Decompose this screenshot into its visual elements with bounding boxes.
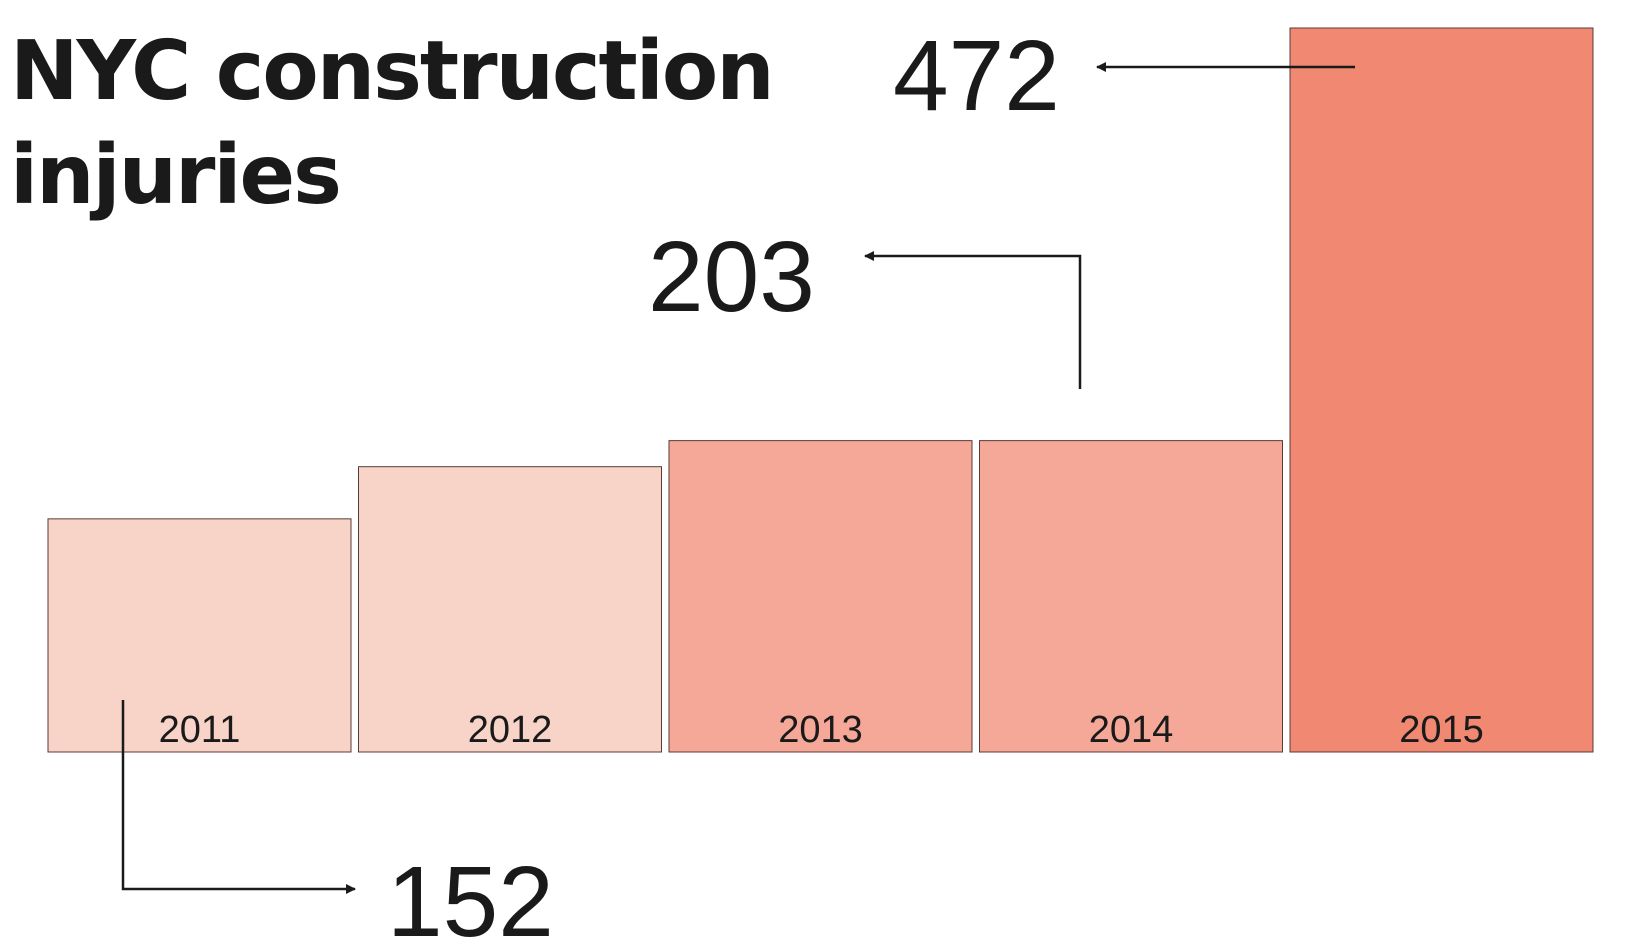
x-tick-label: 2015 [1399, 709, 1484, 751]
x-tick-label: 2011 [159, 709, 241, 751]
bar [979, 440, 1283, 753]
bar [668, 440, 973, 753]
bar [1289, 27, 1594, 753]
x-tick-label: 2012 [468, 709, 553, 751]
title-line: NYC construction [10, 24, 773, 119]
x-tick-label: 2014 [1089, 709, 1174, 751]
x-tick-label: 2013 [778, 709, 863, 751]
title-line: injuries [10, 128, 340, 223]
bar [47, 518, 352, 753]
bar [358, 466, 662, 753]
callout-arrow [864, 251, 1082, 389]
chart-title: NYC construction injuries [10, 24, 773, 223]
value-label: 203 [648, 221, 815, 333]
callout-arrow [121, 700, 356, 894]
value-label: 152 [387, 846, 554, 943]
value-label: 472 [893, 20, 1060, 132]
